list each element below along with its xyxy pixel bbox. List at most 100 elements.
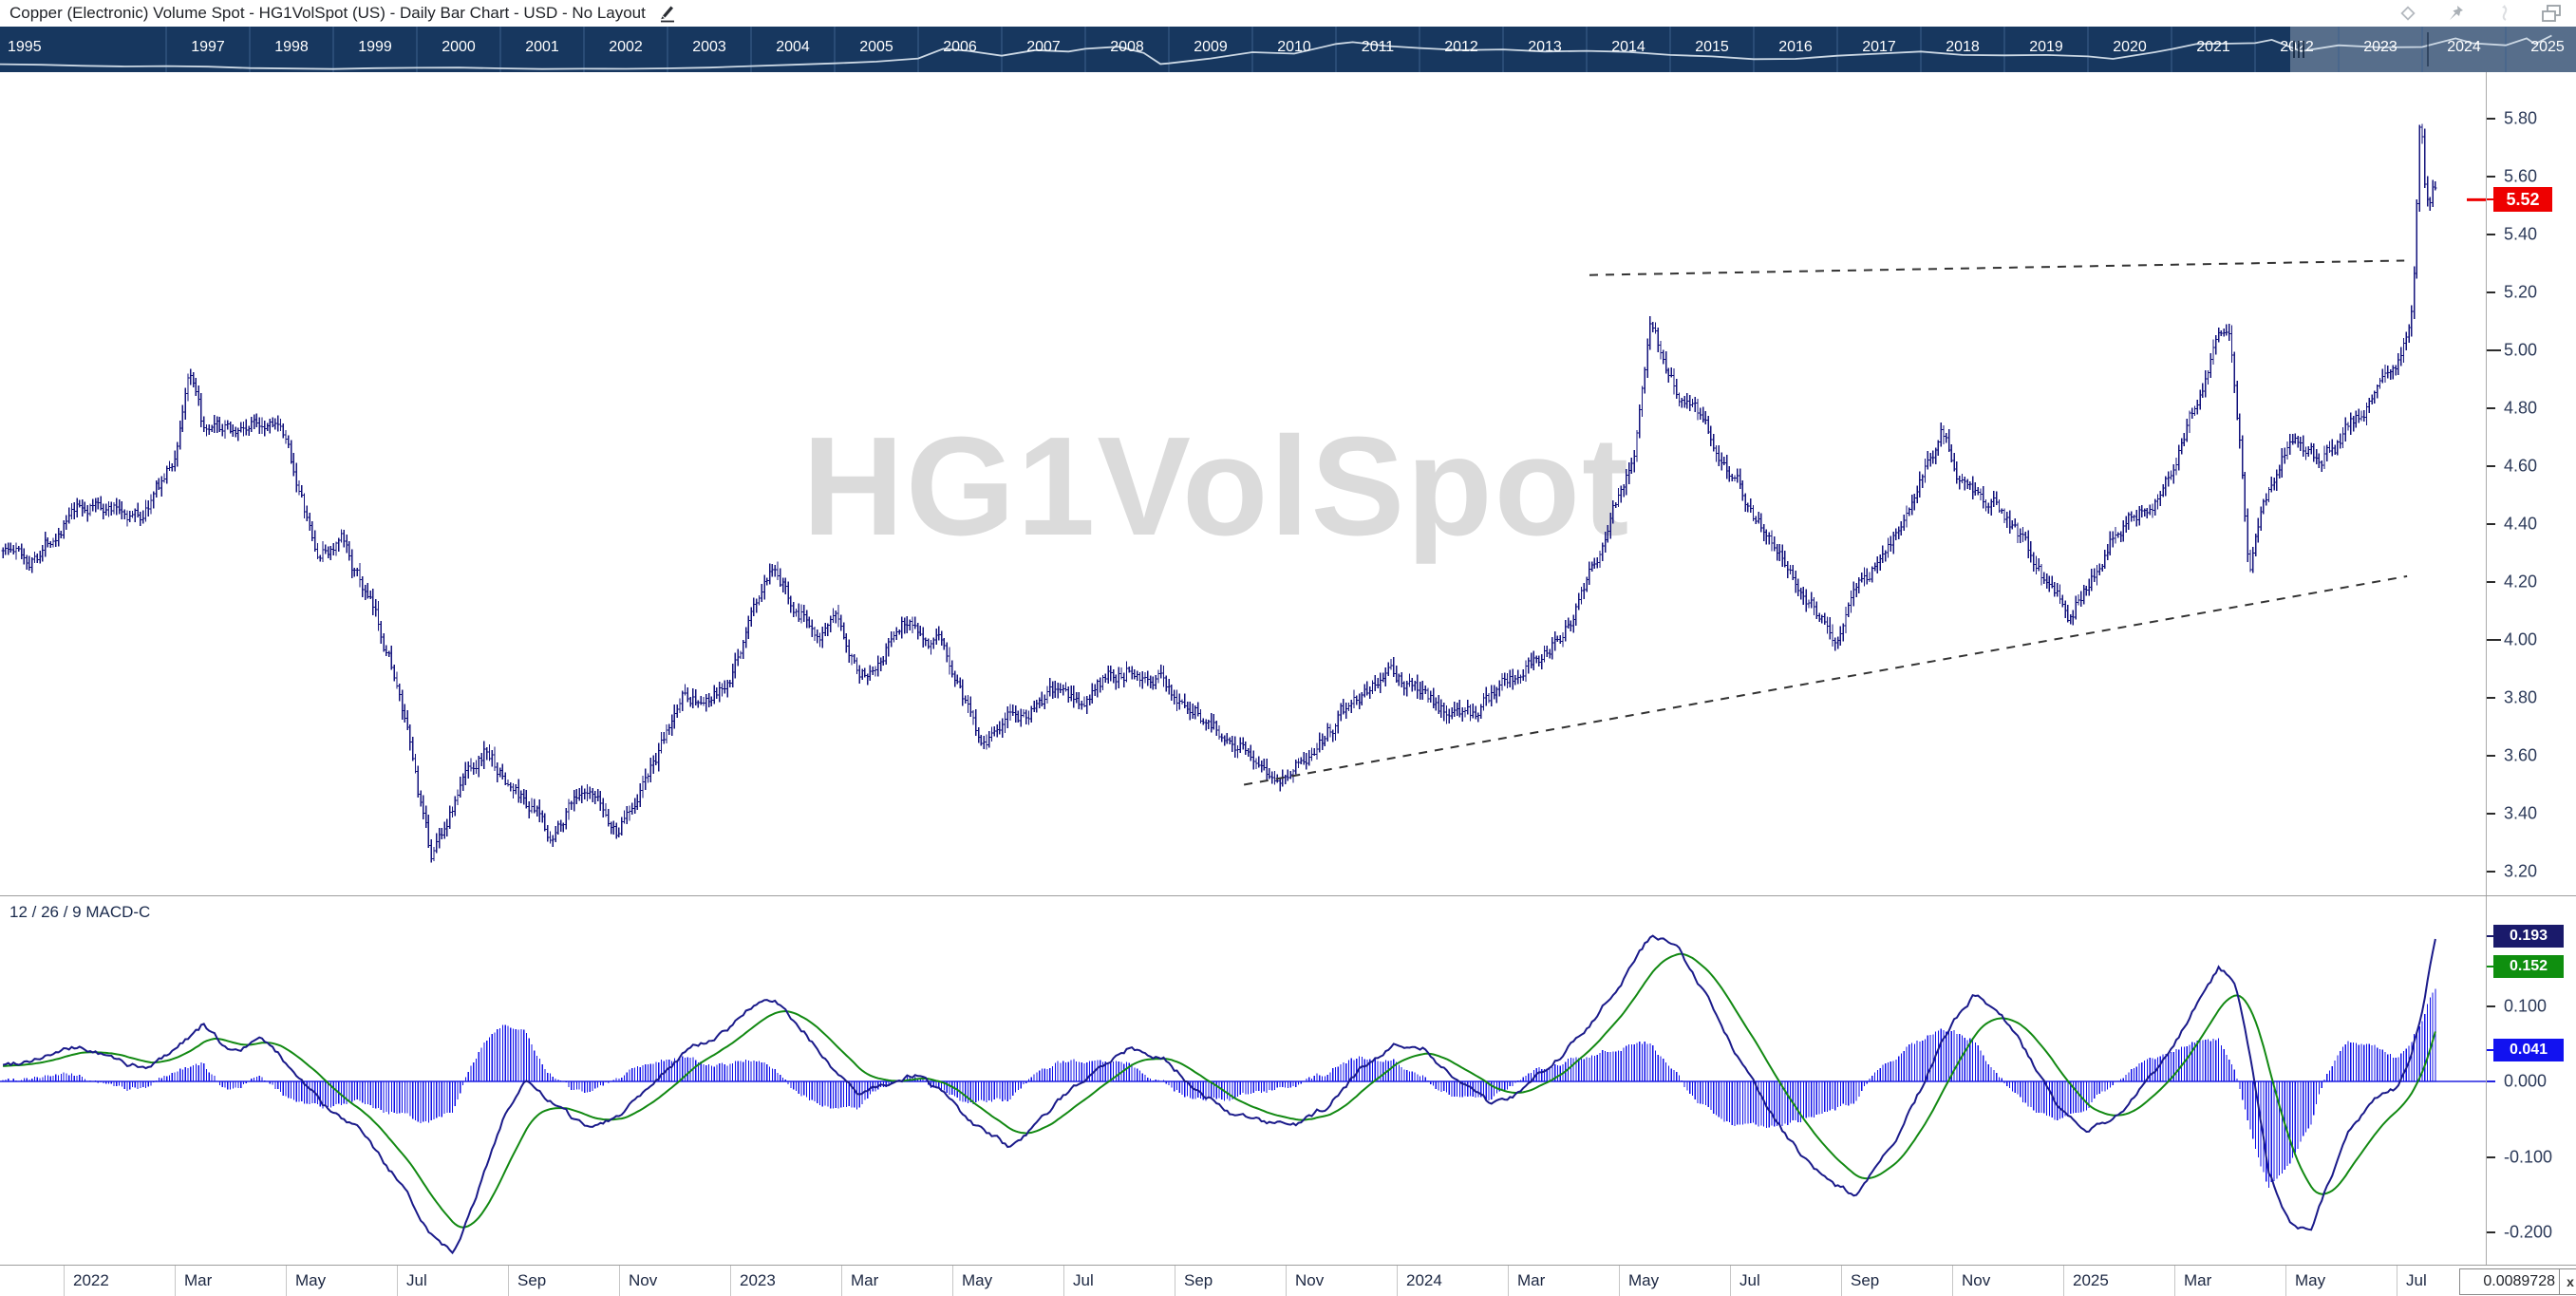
navigator-year-label[interactable]: 2013 — [1528, 39, 1562, 55]
price-tick-mark — [2487, 523, 2495, 525]
navigator-year-label[interactable]: 2010 — [1277, 39, 1311, 55]
macd-tick-label: -0.200 — [2504, 1222, 2553, 1242]
price-tick-label: 4.00 — [2504, 629, 2538, 649]
navigator-year-label[interactable]: 2019 — [2029, 39, 2063, 55]
axis-separator — [0, 1265, 2576, 1266]
price-tick-mark — [2487, 465, 2495, 467]
macd-tick-label: -0.100 — [2504, 1147, 2553, 1166]
time-axis-divider — [508, 1266, 509, 1296]
panel-separator[interactable] — [0, 895, 2576, 896]
navigator-year-label[interactable]: 1995 — [8, 39, 42, 55]
time-axis-label: Mar — [184, 1271, 213, 1289]
macd-tick-label: 0.000 — [2504, 1071, 2548, 1091]
navigator-year-label[interactable]: 2000 — [442, 39, 476, 55]
price-tick-mark — [2487, 291, 2495, 293]
time-axis-label: Jul — [1739, 1271, 1760, 1289]
navigator-year-label[interactable]: 2002 — [609, 39, 643, 55]
pin-icon[interactable] — [2445, 3, 2468, 24]
macd-chart[interactable] — [0, 895, 2486, 1265]
time-axis-label: Jul — [406, 1271, 427, 1289]
price-chart[interactable] — [0, 72, 2486, 895]
navigator-year-label[interactable]: 2011 — [1362, 39, 1395, 55]
price-tick-mark — [2487, 407, 2495, 409]
macd-value-label: 0.193 — [2493, 924, 2564, 948]
navigator-year-label[interactable]: 2021 — [2196, 39, 2230, 55]
price-axis[interactable]: 5.80 5.60 5.40 5.20 5.00 4.80 4.60 4.40 4.20 4.00… — [2486, 72, 2576, 1265]
macd-panel[interactable]: 12 / 26 / 9 MACD-C — [0, 895, 2486, 1265]
navigator-selection[interactable] — [2290, 27, 2576, 72]
signal-value-label: 0.152 — [2493, 955, 2564, 979]
time-axis-divider — [730, 1266, 731, 1296]
status-close-button[interactable]: x — [2559, 1269, 2576, 1294]
time-axis-divider — [64, 1266, 65, 1296]
time-axis-label: Jul — [1073, 1271, 1094, 1289]
macd-tick-label: 0.100 — [2504, 996, 2548, 1015]
navigator-year-label[interactable]: 2025 — [2530, 39, 2565, 55]
price-tick-label: 5.40 — [2504, 224, 2538, 244]
navigator-year-label[interactable]: 2008 — [1110, 39, 1144, 55]
price-tick-label: 4.80 — [2504, 398, 2538, 418]
navigator-year-label[interactable]: 2003 — [692, 39, 726, 55]
navigator-year-label[interactable]: 1998 — [274, 39, 309, 55]
navigator-year-label[interactable]: 2017 — [1862, 39, 1896, 55]
navigator-year-label[interactable]: 2001 — [525, 39, 559, 55]
price-tick-label: 5.80 — [2504, 108, 2538, 128]
navigator-year-label[interactable]: 2012 — [1444, 39, 1478, 55]
navigator-year-label[interactable]: 2015 — [1695, 39, 1729, 55]
time-axis-divider — [952, 1266, 953, 1296]
time-axis-divider — [286, 1266, 287, 1296]
navigator-year-label[interactable]: 2014 — [1611, 39, 1645, 55]
diamond-icon[interactable] — [2397, 3, 2418, 24]
navigator-year-label[interactable]: 2024 — [2447, 39, 2481, 55]
navigator-year-label[interactable]: 2023 — [2363, 39, 2397, 55]
navigator-year-label[interactable]: 2004 — [776, 39, 810, 55]
navigator-year-label[interactable]: 2009 — [1194, 39, 1228, 55]
timeline-navigator[interactable]: 1995 1997 1998 1999 2000 2001 2002 2003 2004 2005… — [0, 27, 2576, 72]
navigator-year-label[interactable]: 1999 — [358, 39, 392, 55]
navigator-year-label[interactable]: 2007 — [1026, 39, 1061, 55]
price-tick-mark — [2487, 755, 2495, 757]
time-axis-label: Nov — [1962, 1271, 1991, 1289]
navigator-year-label[interactable]: 2016 — [1778, 39, 1813, 55]
hist-value-label: 0.041 — [2493, 1039, 2564, 1062]
price-tick-mark — [2487, 697, 2495, 699]
navigator-year-label[interactable]: 1997 — [191, 39, 225, 55]
time-axis-label: 2023 — [740, 1271, 776, 1289]
time-axis-label: Mar — [1517, 1271, 1546, 1289]
price-tick-label: 3.20 — [2504, 861, 2538, 881]
status-value-box: 0.0089728 x — [2459, 1268, 2576, 1295]
price-bars — [1, 123, 2437, 863]
price-panel[interactable]: HG1VolSpot — [0, 72, 2486, 895]
time-axis-label: Jul — [2406, 1271, 2427, 1289]
time-axis-label: 2025 — [2073, 1271, 2109, 1289]
time-axis-divider — [1841, 1266, 1842, 1296]
navigator-background — [0, 27, 2576, 72]
trendline-upper_dashed[interactable] — [1589, 259, 2405, 276]
time-axis[interactable]: 0.0089728 x 2022 Mar May Jul Sep Nov 2023 Mar Ma… — [0, 1266, 2576, 1296]
time-axis-label: Nov — [629, 1271, 658, 1289]
time-axis-label: Mar — [851, 1271, 879, 1289]
navigator-year-label[interactable]: 2020 — [2113, 39, 2147, 55]
time-axis-divider — [1397, 1266, 1398, 1296]
title-bar: Copper (Electronic) Volume Spot - HG1Vol… — [0, 0, 2576, 27]
time-axis-divider — [2063, 1266, 2064, 1296]
price-tick-mark — [2487, 813, 2495, 815]
restore-window-icon[interactable] — [2540, 3, 2563, 24]
time-axis-divider — [2285, 1266, 2286, 1296]
navigator-year-label[interactable]: 2005 — [859, 39, 893, 55]
titlebar-icon-group — [2397, 0, 2563, 27]
navigator-year-label[interactable]: 2022 — [2280, 39, 2314, 55]
navigator-year-label[interactable]: 2006 — [943, 39, 977, 55]
trendline-lower_dashed[interactable] — [1243, 574, 2408, 786]
price-tick-label: 3.40 — [2504, 803, 2538, 823]
edit-pencil-icon[interactable] — [655, 3, 676, 24]
link-icon[interactable] — [2494, 3, 2513, 24]
time-axis-divider — [1286, 1266, 1287, 1296]
time-axis-label: Nov — [1295, 1271, 1325, 1289]
time-axis-label: May — [295, 1271, 327, 1289]
price-tick-mark — [2487, 581, 2495, 583]
navigator-year-label[interactable]: 2018 — [1946, 39, 1980, 55]
macd-tick-mark — [2487, 1080, 2495, 1082]
price-tick-label: 4.60 — [2504, 456, 2538, 476]
price-tick-label: 4.20 — [2504, 572, 2538, 592]
